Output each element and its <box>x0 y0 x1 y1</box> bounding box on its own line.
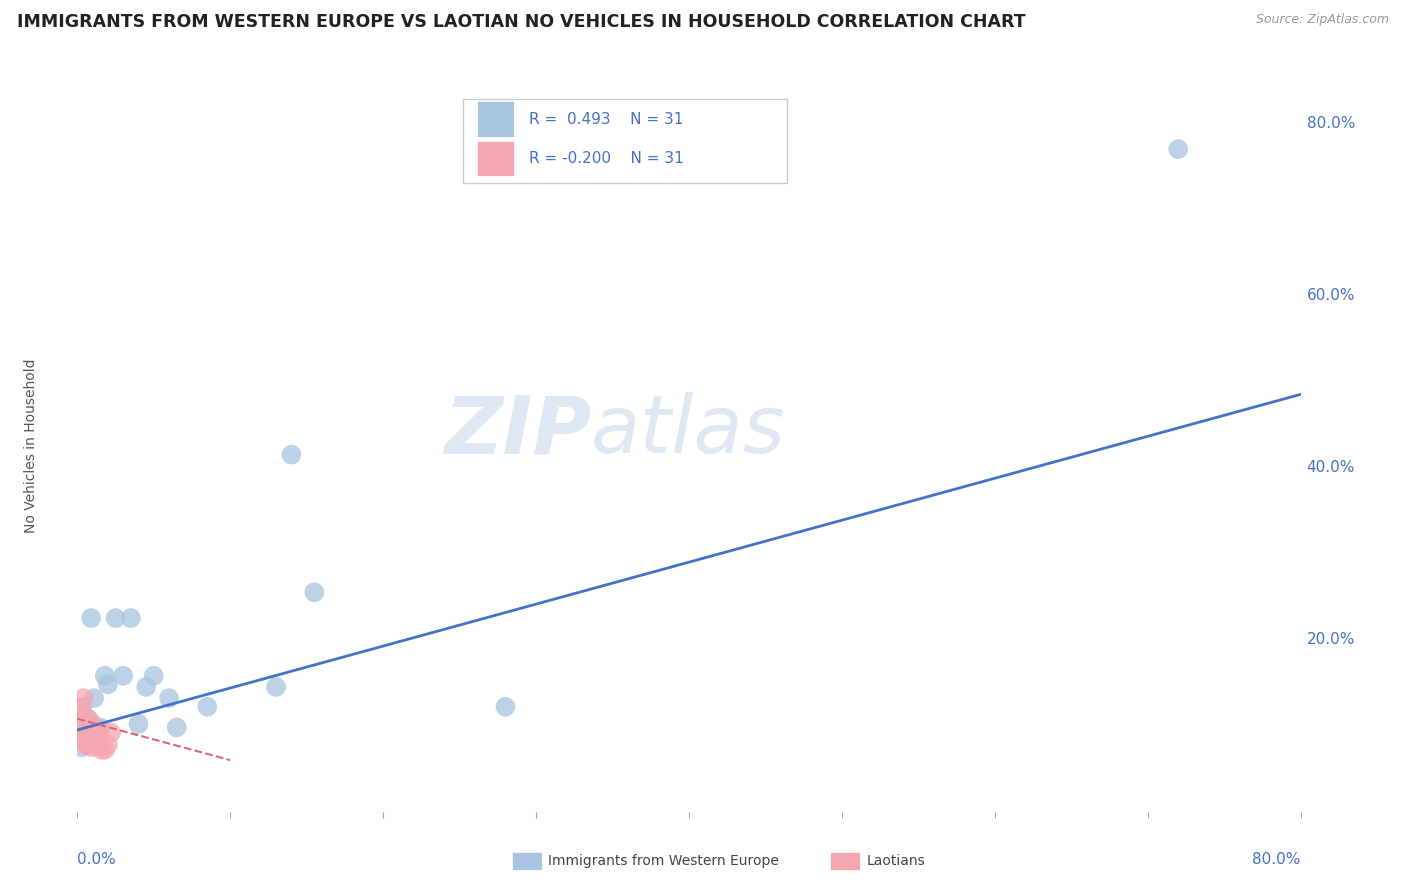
Point <box>69 723 91 737</box>
Text: 80.0%: 80.0% <box>1306 116 1355 131</box>
Point <box>76 734 98 748</box>
Point <box>79 725 101 739</box>
FancyBboxPatch shape <box>477 141 515 176</box>
Point <box>120 611 142 625</box>
Point <box>67 723 90 737</box>
Point <box>79 725 101 739</box>
FancyBboxPatch shape <box>463 99 787 183</box>
Point <box>70 701 93 715</box>
Point <box>76 720 98 734</box>
Point <box>72 720 94 734</box>
Point <box>72 714 94 729</box>
Point <box>90 743 112 757</box>
FancyBboxPatch shape <box>512 852 543 871</box>
FancyBboxPatch shape <box>477 102 515 136</box>
Point <box>77 729 100 743</box>
Text: Immigrants from Western Europe: Immigrants from Western Europe <box>548 855 779 868</box>
Point <box>79 738 101 752</box>
Text: atlas: atlas <box>591 392 786 470</box>
Point <box>70 720 93 734</box>
Point <box>73 725 96 739</box>
Point <box>82 734 104 748</box>
Point <box>83 738 105 752</box>
Text: No Vehicles in Household: No Vehicles in Household <box>24 359 38 533</box>
Text: ZIP: ZIP <box>444 392 591 470</box>
Point <box>67 714 90 729</box>
Text: 20.0%: 20.0% <box>1306 632 1355 647</box>
Point <box>84 734 107 748</box>
Point <box>70 734 93 748</box>
Point <box>304 585 326 599</box>
Point <box>72 691 94 706</box>
Point <box>69 717 91 731</box>
Point <box>166 720 188 734</box>
Point <box>73 717 96 731</box>
Point <box>195 699 218 714</box>
Point <box>73 720 96 734</box>
Point <box>264 680 287 694</box>
Text: R =  0.493    N = 31: R = 0.493 N = 31 <box>529 112 683 127</box>
Point <box>86 729 108 743</box>
Point <box>70 699 93 714</box>
Point <box>280 448 302 462</box>
Point <box>104 611 127 625</box>
Point <box>82 734 104 748</box>
Text: 40.0%: 40.0% <box>1306 460 1355 475</box>
Point <box>77 712 100 726</box>
Point <box>97 677 120 691</box>
Text: IMMIGRANTS FROM WESTERN EUROPE VS LAOTIAN NO VEHICLES IN HOUSEHOLD CORRELATION C: IMMIGRANTS FROM WESTERN EUROPE VS LAOTIA… <box>17 13 1025 31</box>
Point <box>73 710 96 724</box>
Point <box>89 729 111 743</box>
Point <box>94 669 117 683</box>
Point <box>87 738 110 752</box>
Point <box>76 734 98 748</box>
Point <box>80 611 103 625</box>
Point <box>76 738 98 752</box>
Point <box>89 720 111 734</box>
Point <box>495 699 517 714</box>
Point <box>83 691 105 706</box>
Point <box>112 669 135 683</box>
Point <box>82 717 104 731</box>
Point <box>97 738 120 752</box>
Point <box>1167 142 1189 156</box>
Text: Source: ZipAtlas.com: Source: ZipAtlas.com <box>1256 13 1389 27</box>
Point <box>127 717 149 731</box>
Point <box>135 680 157 694</box>
Point <box>67 731 90 746</box>
Point <box>80 729 103 743</box>
Text: R = -0.200    N = 31: R = -0.200 N = 31 <box>529 151 683 166</box>
Point <box>84 720 107 734</box>
Point <box>142 669 165 683</box>
Point <box>94 743 117 757</box>
Point <box>69 708 91 723</box>
Point <box>100 725 122 739</box>
Text: Laotians: Laotians <box>866 855 925 868</box>
Point <box>157 691 180 706</box>
Point <box>80 740 103 755</box>
Point <box>77 712 100 726</box>
Text: 80.0%: 80.0% <box>1253 852 1301 867</box>
Text: 60.0%: 60.0% <box>1306 288 1355 303</box>
FancyBboxPatch shape <box>830 852 860 871</box>
Point <box>70 740 93 755</box>
Text: 0.0%: 0.0% <box>77 852 117 867</box>
